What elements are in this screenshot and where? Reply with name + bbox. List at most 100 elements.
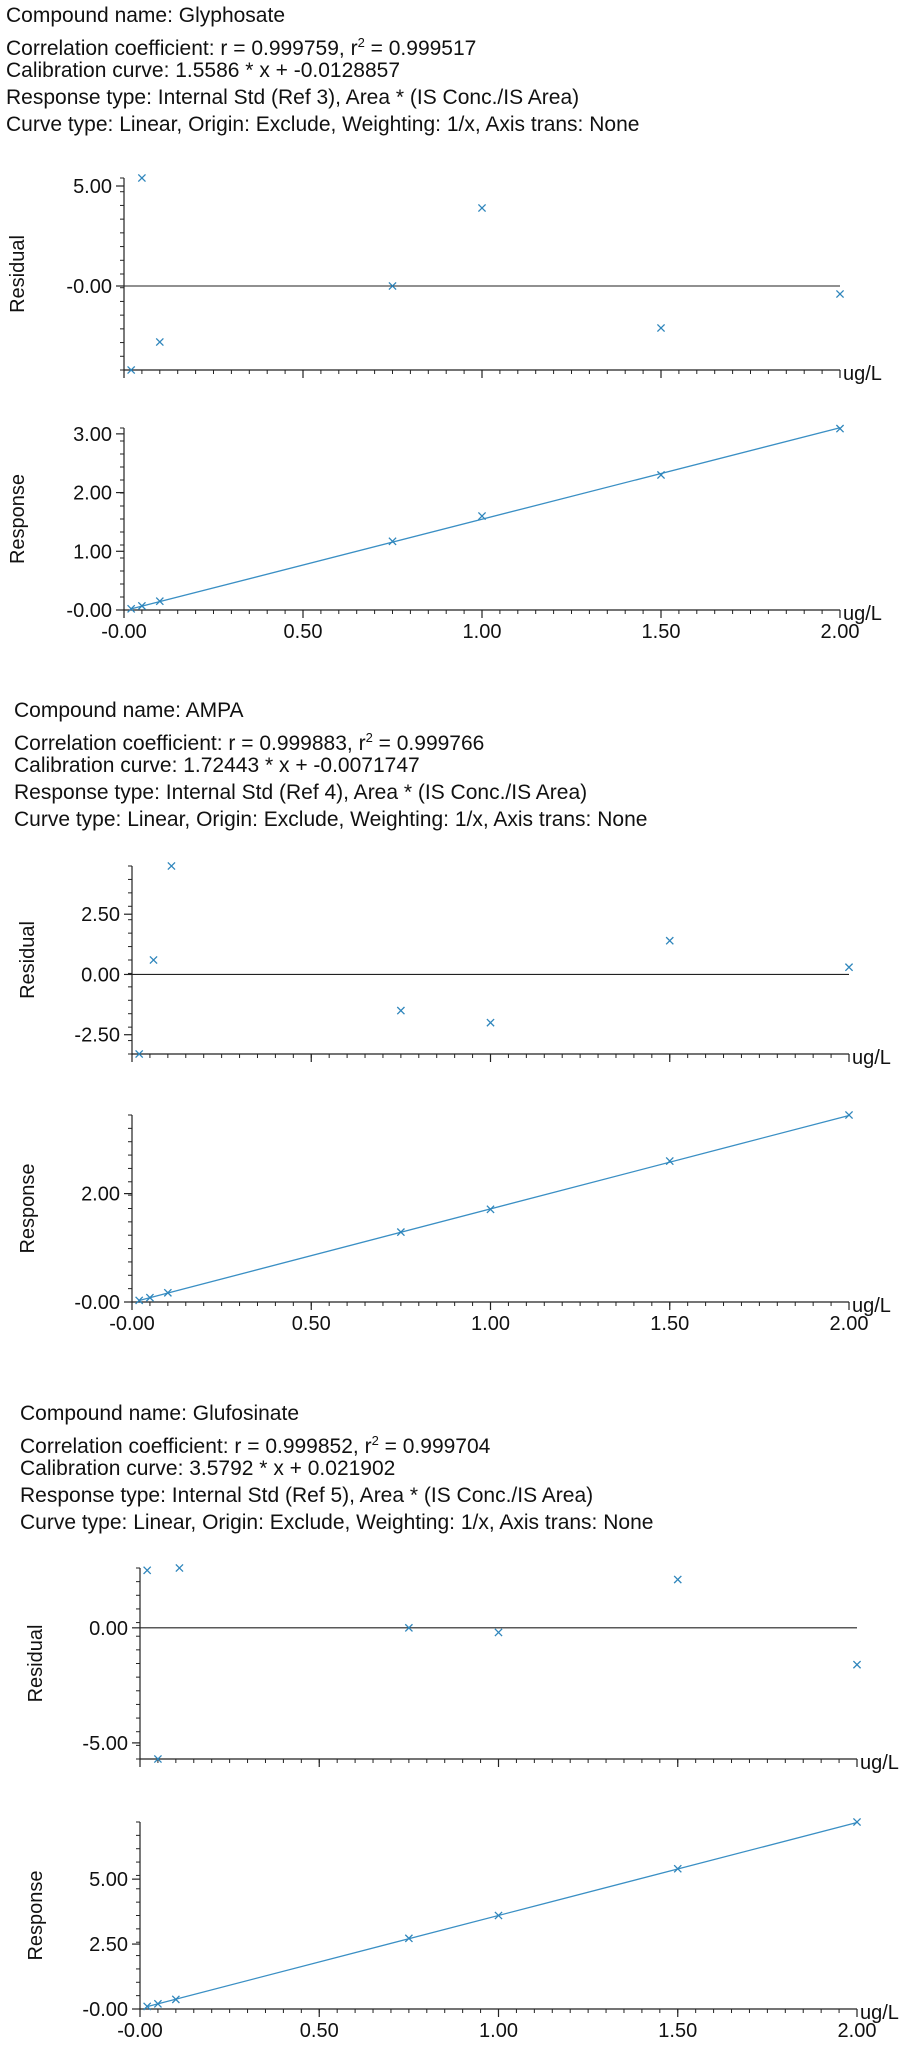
data-point [167, 861, 176, 871]
marker-stroke [143, 1566, 152, 1575]
marker-stroke [145, 1293, 154, 1302]
x-unit-label: ug/L [852, 1047, 891, 1069]
x-tick-label: -0.00 [117, 2020, 163, 2042]
y-tick-label: -2.50 [74, 1025, 120, 1047]
marker-stroke [171, 1995, 180, 2004]
x-unit-label: ug/L [843, 363, 882, 385]
data-point [477, 203, 487, 213]
marker-stroke [167, 861, 176, 871]
calibration-curve: Calibration curve: 1.72443 * x + -0.0071… [14, 753, 420, 777]
calibration-curve: Calibration curve: 1.5586 * x + -0.01288… [6, 58, 401, 82]
x-tick-label: -0.00 [109, 1313, 155, 1335]
y-tick-label: 0.00 [89, 1618, 128, 1640]
data-point [135, 1049, 144, 1059]
data-point [404, 1623, 413, 1632]
y-axis-label: Response [17, 1163, 39, 1253]
y-tick-label: -0.00 [66, 276, 112, 298]
curve-type: Curve type: Linear, Origin: Exclude, Wei… [20, 1511, 654, 1535]
y-tick-label: 2.00 [73, 483, 112, 505]
data-point [175, 1563, 184, 1573]
x-unit-label: ug/L [860, 2002, 899, 2024]
glyphosate-plots: 5.00-0.00ug/LResidual3.002.001.00-0.00-0… [7, 173, 882, 643]
x-tick-label: 1.50 [650, 1313, 689, 1335]
x-unit-label: ug/L [860, 1752, 899, 1774]
data-point [143, 1566, 152, 1575]
marker-stroke [852, 1817, 862, 1827]
marker-stroke [127, 365, 136, 375]
data-point [153, 1754, 162, 1764]
data-point [137, 601, 146, 610]
data-point [673, 1864, 682, 1873]
data-point [656, 323, 666, 333]
response-type: Response type: Internal Std (Ref 3), Are… [6, 85, 580, 109]
fit-line [139, 1114, 850, 1302]
marker-stroke [127, 604, 136, 613]
x-tick-label: 2.00 [830, 1313, 869, 1335]
marker-stroke [388, 537, 397, 546]
ampa-plots: 2.50 0.00 -2.50 ug/L Residual 2.00 -0.00-0.00 0… [17, 861, 891, 1335]
curve-type: Curve type: Linear, Origin: Exclude, Wei… [14, 808, 648, 832]
marker-stroke [163, 1288, 172, 1297]
x-tick-label: 1.00 [471, 1313, 510, 1335]
x-unit-label: ug/L [843, 603, 882, 625]
x-unit-label: ug/L [852, 1295, 891, 1317]
marker-stroke [844, 963, 854, 972]
y-tick-label: -0.00 [66, 600, 112, 622]
x-tick-label: 1.00 [463, 621, 502, 643]
response-panel: 2.00-0.00-0.00 0.50 1.00 1.50 2.00ug/LRespon… [17, 1110, 891, 1335]
compound-name: Compound name: Glufosinate [20, 1402, 299, 1425]
marker-stroke [656, 470, 666, 480]
curve-type: Curve type: Linear, Origin: Exclude, Wei… [6, 113, 640, 137]
fit-line [147, 1821, 858, 2008]
x-tick-label: 0.50 [300, 2020, 339, 2042]
correlation-coefficient: Correlation coefficient: r = 0.999852, r… [20, 1433, 491, 1459]
y-tick-label: 5.00 [73, 176, 112, 198]
data-point [153, 1999, 162, 2008]
marker-stroke [835, 424, 845, 433]
y-tick-label: 2.00 [81, 1184, 120, 1206]
data-point [844, 1110, 854, 1120]
data-point [396, 1228, 405, 1237]
x-tick-label: -0.00 [101, 621, 147, 643]
compound-info: Compound name: AMPA Correlation coeffici… [14, 697, 647, 833]
data-point [388, 537, 397, 546]
data-point [143, 2002, 152, 2011]
data-point [486, 1018, 495, 1027]
y-tick-label: -0.00 [82, 1999, 128, 2021]
compound-info: Compound name: Glufosinate Correlation c… [20, 1400, 653, 1536]
x-tick-label: 0.50 [292, 1313, 331, 1335]
y-axis-label: Residual [25, 1625, 47, 1703]
x-tick-label: 1.50 [658, 2020, 697, 2042]
data-point [137, 173, 146, 183]
marker-stroke [396, 1006, 405, 1015]
data-point [494, 1628, 503, 1637]
data-point [665, 936, 674, 945]
y-tick-label: 5.00 [89, 1869, 128, 1891]
residual-panel: 5.00 -0.00 ug/L Residual [7, 173, 882, 385]
marker-stroke [835, 289, 845, 299]
marker-stroke [486, 1205, 495, 1214]
y-tick-label: -5.00 [82, 1733, 128, 1755]
y-axis-label: Response [7, 474, 29, 564]
marker-stroke [656, 323, 666, 333]
response-panel: 3.002.001.00-0.00-0.00 0.50 1.00 1.50 2.00ug… [7, 424, 882, 643]
glufosinate-plots: 0.00 -5.00 ug/L Residual 5.00 2.50 -0.00-0.00 0… [25, 1563, 899, 2042]
fit-line [130, 427, 841, 610]
marker-stroke [149, 955, 158, 965]
response-type: Response type: Internal Std (Ref 4), Are… [14, 780, 588, 804]
data-point [127, 365, 136, 375]
x-tick-label: 2.00 [821, 621, 860, 643]
data-point [665, 1157, 674, 1166]
y-tick-label: 1.00 [73, 541, 112, 563]
marker-stroke [155, 597, 164, 606]
x-tick-label: 1.00 [479, 2020, 518, 2042]
marker-stroke [494, 1911, 503, 1920]
marker-stroke [486, 1018, 495, 1027]
marker-stroke [153, 1999, 162, 2008]
data-point [494, 1911, 503, 1920]
data-point [388, 281, 397, 291]
data-point [149, 955, 158, 965]
data-point [673, 1575, 682, 1584]
data-point [155, 337, 164, 347]
